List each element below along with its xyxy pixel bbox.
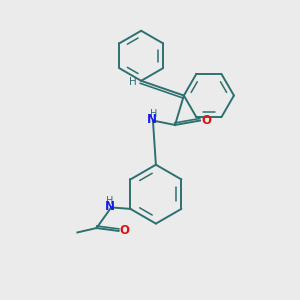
- Text: O: O: [119, 224, 130, 238]
- Text: O: O: [201, 114, 211, 127]
- Text: N: N: [146, 113, 157, 126]
- Text: H: H: [150, 109, 157, 119]
- Text: H: H: [106, 196, 113, 206]
- Text: N: N: [105, 200, 115, 213]
- Text: H: H: [129, 77, 137, 87]
